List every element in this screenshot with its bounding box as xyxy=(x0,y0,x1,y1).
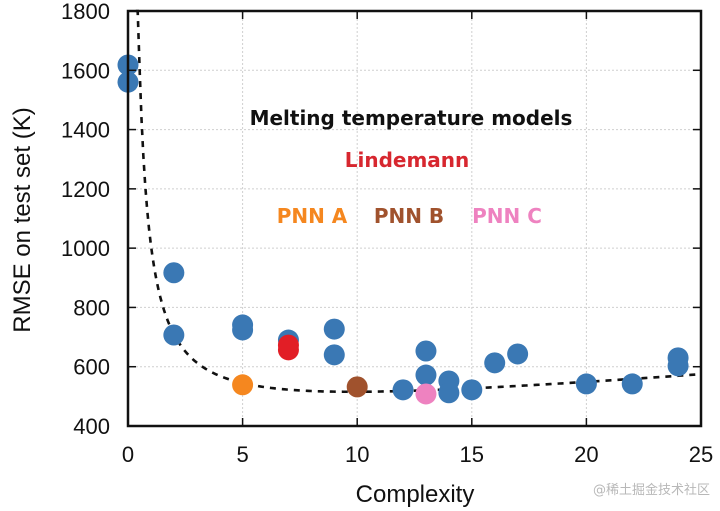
trend-curve xyxy=(135,9,702,394)
annotation-pnn-b: PNN B xyxy=(374,204,444,228)
data-point xyxy=(163,324,185,346)
data-point xyxy=(415,340,437,362)
data-point xyxy=(277,339,299,361)
y-tick-label: 1000 xyxy=(61,236,110,261)
series-models xyxy=(117,54,689,404)
annotation-lindemann: Lindemann xyxy=(345,148,470,172)
y-tick-label: 800 xyxy=(73,295,110,320)
data-point xyxy=(461,379,483,401)
y-tick-label: 1200 xyxy=(61,177,110,202)
series-pnn-a xyxy=(232,374,254,396)
data-point xyxy=(323,318,345,340)
data-point xyxy=(346,376,368,398)
plot-frame xyxy=(126,9,703,428)
data-point xyxy=(621,373,643,395)
watermark: @稀土掘金技术社区 xyxy=(593,482,710,498)
data-points xyxy=(117,54,689,405)
data-point xyxy=(232,374,254,396)
data-point xyxy=(323,344,345,366)
data-point xyxy=(438,382,460,404)
data-point xyxy=(392,379,414,401)
y-tick-label: 400 xyxy=(73,414,110,439)
x-axis-ticks: 0 5 10 15 20 25 xyxy=(122,11,713,467)
data-point xyxy=(415,364,437,386)
data-point xyxy=(232,319,254,341)
data-point xyxy=(415,383,437,405)
series-pnn-c xyxy=(415,383,437,405)
y-tick-label: 1800 xyxy=(61,0,110,24)
y-axis-title: RMSE on test set (K) xyxy=(9,107,36,332)
y-tick-label: 1400 xyxy=(61,118,110,143)
annotation-pnn-a: PNN A xyxy=(277,204,348,228)
data-point xyxy=(507,343,529,365)
data-point xyxy=(484,352,506,374)
y-tick-label: 1600 xyxy=(61,58,110,83)
y-axis-ticks: 400 600 800 1000 1200 1400 1600 1800 xyxy=(61,0,701,439)
series-pnn-b xyxy=(346,376,368,398)
data-point xyxy=(667,355,689,377)
x-axis-title: Complexity xyxy=(356,481,475,508)
x-tick-label: 15 xyxy=(460,442,484,467)
x-tick-label: 0 xyxy=(122,442,134,467)
annotation-pnn-c: PNN C xyxy=(472,204,542,228)
data-point xyxy=(163,262,185,284)
x-tick-label: 20 xyxy=(574,442,598,467)
x-tick-label: 25 xyxy=(689,442,713,467)
data-point xyxy=(575,373,597,395)
series-lindemann xyxy=(277,334,299,361)
annotation-heading: Melting temperature models xyxy=(250,106,573,130)
grid-lines xyxy=(128,11,701,426)
y-tick-label: 600 xyxy=(73,355,110,380)
x-tick-label: 10 xyxy=(345,442,369,467)
x-tick-label: 5 xyxy=(236,442,248,467)
